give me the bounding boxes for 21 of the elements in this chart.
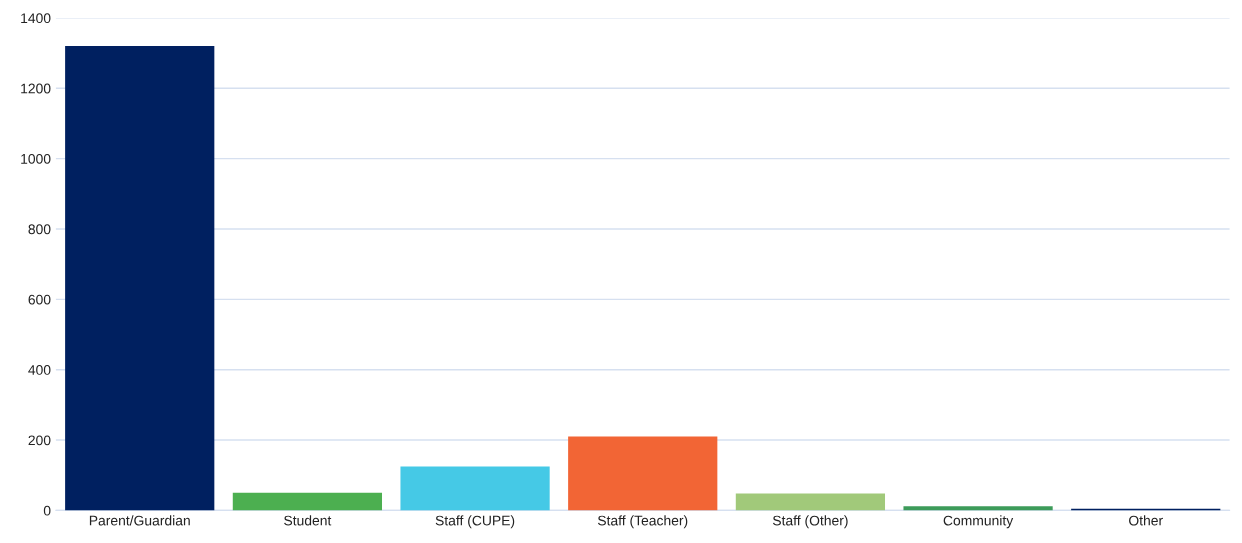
bar [400, 466, 550, 511]
x-tick-label: Staff (Teacher) [597, 515, 688, 529]
y-tick-label: 200 [28, 435, 51, 446]
bar [65, 46, 215, 511]
x-tick-label: Other [1129, 515, 1163, 526]
bar [903, 506, 1053, 511]
y-tick-label: 600 [28, 294, 51, 305]
y-tick-label: 400 [28, 365, 51, 375]
y-tick-label: 0 [43, 505, 51, 516]
x-tick-label: Staff (CUPE) [435, 515, 515, 529]
y-tick-label: 1200 [21, 83, 51, 94]
bar [568, 436, 718, 511]
y-tick-label: 1000 [21, 153, 51, 164]
x-tick-label: Student [284, 515, 332, 526]
y-tick-label: 1400 [21, 13, 51, 24]
x-tick-label: Community [943, 515, 1014, 529]
x-tick-label: Staff (Other) [772, 515, 848, 529]
x-tick-label: Parent/Guardian [89, 515, 190, 526]
y-tick-label: 800 [28, 224, 51, 235]
bar [232, 492, 383, 511]
bar [735, 493, 886, 511]
